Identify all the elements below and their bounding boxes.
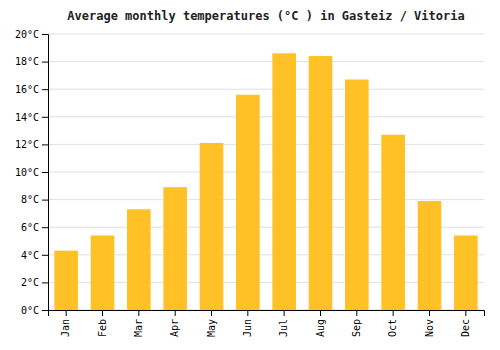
- grid-line: [48, 199, 484, 200]
- tick-label: 10°C: [15, 167, 39, 178]
- y-axis: 0°C 2°C 4°C 6°C 8°C 10°C 12°C 14°C 16°C 18°C 20°C: [15, 29, 49, 316]
- tick-label: Oct: [387, 319, 398, 337]
- tick-label: Mar: [133, 319, 144, 337]
- tick-mark: [175, 310, 176, 316]
- tick-mark: [66, 310, 67, 316]
- tick-mark: [393, 310, 394, 316]
- bar: [127, 209, 151, 310]
- x-tick: Dec: [460, 310, 471, 337]
- x-tick: Feb: [97, 310, 108, 337]
- tick-label: 6°C: [21, 222, 39, 233]
- tick-mark: [320, 310, 321, 316]
- tick-label: Feb: [97, 319, 108, 337]
- bar: [345, 80, 369, 310]
- bar: [236, 95, 260, 310]
- x-tick: May: [206, 310, 217, 337]
- y-tick: 20°C: [15, 29, 48, 40]
- bar: [381, 135, 405, 310]
- tick-mark: [42, 310, 48, 311]
- tick-label: 2°C: [21, 277, 39, 288]
- chart: 0°C 2°C 4°C 6°C 8°C 10°C 12°C 14°C 16°C 18°C 20°C J…: [0, 0, 500, 350]
- x-tick: Sep: [351, 310, 362, 337]
- bar: [163, 187, 187, 310]
- axis-line: [42, 35, 49, 311]
- grid-line: [48, 61, 484, 62]
- tick-mark: [356, 310, 357, 316]
- x-tick: Nov: [424, 310, 435, 337]
- plot: 0°C 2°C 4°C 6°C 8°C 10°C 12°C 14°C 16°C 18°C 20°C J…: [15, 29, 485, 337]
- tick-label: May: [206, 319, 217, 337]
- y-tick: 12°C: [15, 139, 48, 150]
- tick-mark: [42, 282, 48, 283]
- tick-label: 16°C: [15, 84, 39, 95]
- bar: [200, 143, 224, 310]
- tick-mark: [247, 310, 248, 316]
- y-tick: 0°C: [21, 305, 48, 316]
- tick-mark: [429, 310, 430, 316]
- tick-label: 8°C: [21, 194, 39, 205]
- tick-label: Jan: [60, 319, 71, 337]
- tick-mark: [42, 117, 48, 118]
- x-tick: Oct: [387, 310, 398, 337]
- bar: [54, 251, 78, 310]
- tick-label: 18°C: [15, 56, 39, 67]
- x-tick: Jun: [242, 310, 253, 337]
- tick-mark: [42, 227, 48, 228]
- x-tick: Aug: [315, 310, 326, 337]
- grid-line: [48, 116, 484, 117]
- bar: [91, 235, 115, 310]
- tick-mark: [465, 310, 466, 316]
- tick-label: 20°C: [15, 29, 39, 40]
- bar: [454, 235, 478, 310]
- tick-label: 0°C: [21, 305, 39, 316]
- tick-mark: [42, 144, 48, 145]
- tick-mark: [42, 62, 48, 63]
- y-tick: 6°C: [21, 222, 48, 233]
- tick-mark: [42, 89, 48, 90]
- tick-label: Jul: [278, 319, 289, 337]
- bar: [418, 201, 442, 310]
- axis-line: [49, 311, 485, 317]
- tick-label: Jun: [242, 319, 253, 337]
- tick-label: 14°C: [15, 112, 39, 123]
- bars: [54, 53, 477, 310]
- tick-mark: [42, 34, 48, 35]
- tick-mark: [284, 310, 285, 316]
- x-tick: Apr: [169, 310, 180, 337]
- y-tick: 4°C: [21, 250, 48, 261]
- tick-mark: [42, 200, 48, 201]
- tick-mark: [138, 310, 139, 316]
- tick-label: Nov: [424, 319, 435, 337]
- x-tick: Jan: [60, 310, 71, 337]
- y-tick: 10°C: [15, 167, 48, 178]
- y-tick: 14°C: [15, 112, 48, 123]
- tick-mark: [42, 172, 48, 173]
- grid-line: [48, 144, 484, 145]
- tick-mark: [42, 255, 48, 256]
- grid-line: [48, 89, 484, 90]
- tick-label: Sep: [351, 319, 362, 337]
- x-tick: Jul: [278, 310, 289, 337]
- grid-line: [48, 172, 484, 173]
- y-tick: 2°C: [21, 277, 48, 288]
- y-tick: 18°C: [15, 56, 48, 67]
- x-tick: Mar: [133, 310, 144, 337]
- title: Average monthly temperatures (°C ) in Ga…: [67, 9, 464, 23]
- tick-label: Apr: [169, 319, 180, 337]
- y-tick: 8°C: [21, 194, 48, 205]
- tick-label: 4°C: [21, 250, 39, 261]
- grid-line: [48, 34, 484, 35]
- tick-label: Dec: [460, 319, 471, 337]
- tick-mark: [102, 310, 103, 316]
- bar: [309, 56, 333, 310]
- tick-mark: [211, 310, 212, 316]
- bar: [272, 53, 296, 310]
- x-axis: Jan Feb Mar Apr May Jun Jul Aug Sep Oct Nov Dec: [49, 310, 485, 337]
- y-tick: 16°C: [15, 84, 48, 95]
- tick-label: 12°C: [15, 139, 39, 150]
- grid: [48, 34, 484, 310]
- tick-label: Aug: [315, 319, 326, 337]
